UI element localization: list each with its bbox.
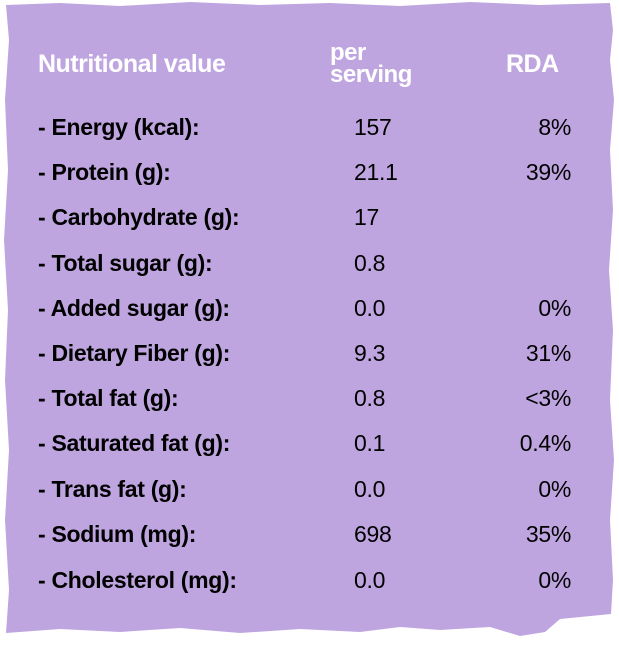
row-rda: 35% <box>525 521 571 547</box>
nutrition-row-energy: - Energy (kcal): 157 8% <box>0 109 619 145</box>
row-rda: 8% <box>538 114 571 140</box>
nutrition-row-total-sugar: - Total sugar (g): 0.8 <box>0 245 619 281</box>
row-value: 0.0 <box>354 567 386 593</box>
row-rda: 0% <box>538 567 571 593</box>
row-label: - Total fat (g): <box>38 385 179 411</box>
row-rda: 0.4% <box>519 430 572 456</box>
row-rda: 39% <box>525 159 571 185</box>
row-value: 21.1 <box>354 159 398 185</box>
row-rda: 31% <box>525 340 571 366</box>
card-background-shape <box>4 2 614 636</box>
header-per-line1: per <box>330 39 366 66</box>
row-label: - Total sugar (g): <box>38 250 213 276</box>
row-value: 17 <box>354 204 379 230</box>
row-value: 9.3 <box>354 340 386 366</box>
nutrition-row-total-fat: - Total fat (g): 0.8 <3% <box>0 380 619 416</box>
row-label: - Trans fat (g): <box>38 476 187 502</box>
nutrition-row-protein: - Protein (g): 21.1 39% <box>0 154 619 190</box>
row-value: 157 <box>354 114 392 140</box>
row-rda: <3% <box>525 385 571 411</box>
row-value: 0.8 <box>354 385 386 411</box>
row-value: 0.0 <box>354 476 386 502</box>
row-value: 698 <box>354 521 392 547</box>
row-label: - Carbohydrate (g): <box>38 204 240 230</box>
nutrition-row-dietary-fiber: - Dietary Fiber (g): 9.3 31% <box>0 335 619 371</box>
row-label: - Protein (g): <box>38 159 171 185</box>
header-per-serving: per serving <box>330 39 440 88</box>
nutrition-row-carbohydrate: - Carbohydrate (g): 17 <box>0 199 619 235</box>
row-label: - Added sugar (g): <box>38 295 230 321</box>
row-value: 0.0 <box>354 295 386 321</box>
nutrition-row-saturated-fat: - Saturated fat (g): 0.1 0.4% <box>0 425 619 461</box>
row-rda: 0% <box>538 476 571 502</box>
nutrition-row-added-sugar: - Added sugar (g): 0.0 0% <box>0 290 619 326</box>
nutrition-row-trans-fat: - Trans fat (g): 0.0 0% <box>0 471 619 507</box>
nutrition-row-cholesterol: - Cholesterol (mg): 0.0 0% <box>0 562 619 598</box>
row-value: 0.1 <box>354 430 386 456</box>
header-rda: RDA <box>506 50 559 78</box>
header-nutritional-value: Nutritional value <box>38 50 226 78</box>
row-value: 0.8 <box>354 250 386 276</box>
header-per-line2: serving <box>330 61 412 88</box>
row-rda: 0% <box>538 295 571 321</box>
row-label: - Energy (kcal): <box>38 114 200 140</box>
row-label: - Dietary Fiber (g): <box>38 340 231 366</box>
row-label: - Sodium (mg): <box>38 521 197 547</box>
row-label: - Saturated fat (g): <box>38 430 231 456</box>
nutrition-row-sodium: - Sodium (mg): 698 35% <box>0 516 619 552</box>
row-label: - Cholesterol (mg): <box>38 567 237 593</box>
